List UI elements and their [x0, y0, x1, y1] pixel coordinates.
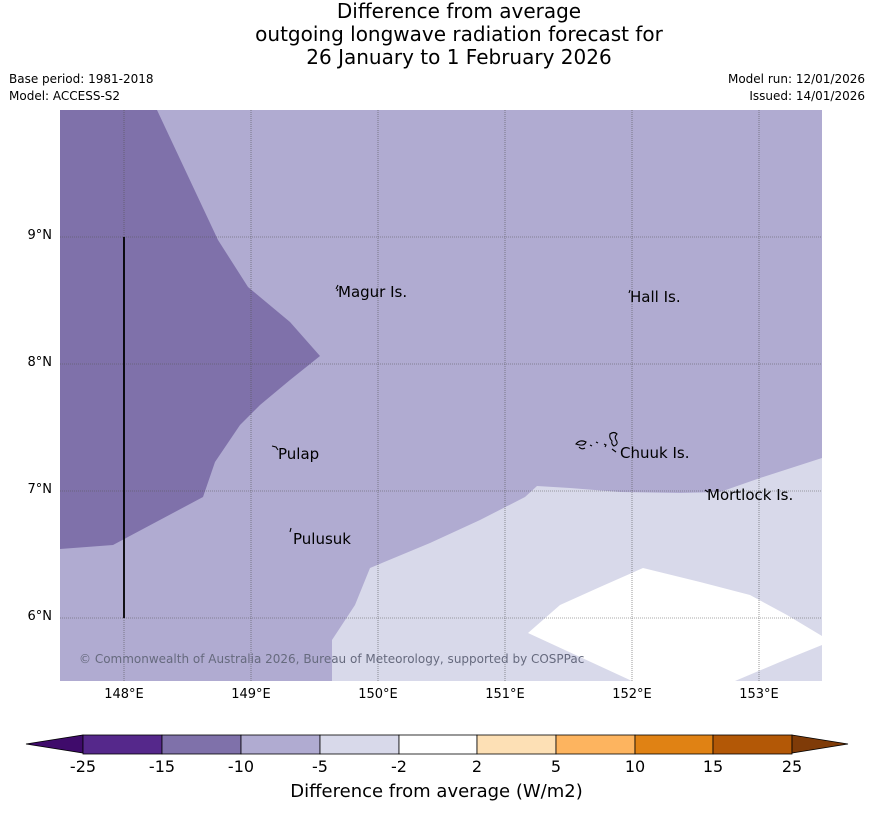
island-chuuk: [575, 431, 618, 453]
colorbar: [25, 734, 849, 755]
place-label-pulusuk: Pulusuk: [293, 530, 351, 548]
island-pulap: [271, 445, 279, 451]
lon-label-150e: 150°E: [358, 687, 398, 702]
place-label-pulap: Pulap: [278, 445, 320, 463]
lon-label-152e: 152°E: [612, 687, 652, 702]
colorbar-bin-1: [82, 734, 163, 755]
base-period: Base period: 1981-2018: [9, 72, 154, 86]
colorbar-tick-label: 2: [471, 757, 483, 776]
lat-label-8n: 8°N: [27, 355, 53, 370]
place-label-chuuk: Chuuk Is.: [620, 444, 690, 462]
colorbar-bin-6: [476, 734, 557, 755]
band-minus2-2: [528, 568, 822, 681]
meta-left: Base period: 1981-2018 Model: ACCESS-S2: [9, 71, 154, 105]
lon-label-148e: 148°E: [104, 687, 144, 702]
colorbar-tick-label: -5: [312, 757, 328, 776]
colorbar-tick-label: -25: [69, 757, 97, 776]
chart-title: Difference from average outgoing longwav…: [0, 0, 873, 69]
colorbar-tick-label: 5: [550, 757, 562, 776]
lat-label-6n: 6°N: [27, 609, 53, 624]
issued-date: Issued: 14/01/2026: [749, 89, 865, 103]
colorbar-tick-label: 25: [781, 757, 803, 776]
colorbar-bin-2: [161, 734, 242, 755]
colorbar-bin-8: [634, 734, 714, 755]
colorbar-tick-label: -2: [391, 757, 407, 776]
model-name: Model: ACCESS-S2: [9, 89, 121, 103]
title-line-1: Difference from average: [336, 0, 582, 23]
copyright-notice: © Commonwealth of Australia 2026, Bureau…: [79, 652, 585, 666]
islands: [271, 284, 709, 533]
colorbar-tick-label: -10: [227, 757, 255, 776]
island-magur: [335, 284, 339, 292]
meta-right: Model run: 12/01/2026 Issued: 14/01/2026: [728, 71, 865, 105]
colorbar-tick-label: -15: [148, 757, 176, 776]
colorbar-bin-4: [319, 734, 400, 755]
island-hall: [628, 289, 631, 294]
lon-label-149e: 149°E: [231, 687, 271, 702]
colorbar-bin-5: [398, 734, 478, 755]
lon-label-153e: 153°E: [739, 687, 779, 702]
colorbar-extend-max: [791, 734, 849, 754]
colorbar-bin-9: [712, 734, 793, 755]
island-mortlock: [704, 489, 709, 493]
band-minus15-minus10: [60, 110, 320, 549]
place-label-magur: Magur Is.: [338, 283, 408, 301]
lon-label-151e: 151°E: [485, 687, 525, 702]
gridlines: [60, 110, 822, 681]
lat-label-9n: 9°N: [27, 228, 53, 243]
place-label-mortlock: Mortlock Is.: [707, 486, 794, 504]
model-run: Model run: 12/01/2026: [727, 72, 865, 86]
map-panel: [60, 110, 822, 681]
colorbar-bin-7: [555, 734, 636, 755]
colorbar-tick-label: 10: [624, 757, 646, 776]
title-line-3: 26 January to 1 February 2026: [306, 45, 612, 69]
colorbar-extend-min: [25, 734, 84, 754]
island-pulusuk: [289, 527, 292, 533]
place-label-hall: Hall Is.: [630, 288, 681, 306]
colorbar-bin-3: [240, 734, 321, 755]
colorbar-label: Difference from average (W/m2): [290, 781, 583, 802]
colorbar-tick-label: 15: [702, 757, 724, 776]
lat-label-7n: 7°N: [27, 482, 53, 497]
title-line-2: outgoing longwave radiation forecast for: [255, 22, 663, 46]
